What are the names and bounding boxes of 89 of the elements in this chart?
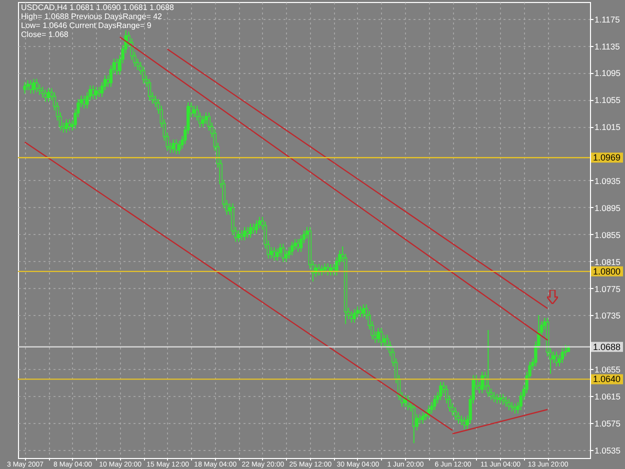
ref-line-label: 1.0800 (593, 266, 621, 276)
candlestick (362, 304, 366, 318)
candlestick (380, 328, 383, 347)
candlestick (201, 115, 205, 128)
y-tick-label: 1.0535 (594, 445, 621, 456)
candlestick (46, 88, 50, 102)
y-tick-label: 1.1095 (594, 68, 621, 78)
candlestick (192, 105, 196, 118)
candlestick (498, 394, 502, 404)
candlestick (97, 86, 101, 98)
candlestick (510, 402, 514, 412)
candlestick (412, 402, 416, 444)
candlestick (507, 398, 511, 411)
candlestick (492, 391, 496, 403)
annotation: Low= 1.0646 Current DaysRange= 9 (21, 21, 152, 30)
candlestick (418, 414, 422, 424)
candlestick (276, 248, 279, 262)
candlestick (501, 394, 505, 406)
candlestick (456, 412, 460, 424)
y-tick-label: 1.0935 (594, 176, 621, 186)
candlestick (352, 308, 356, 324)
candlestick (554, 351, 558, 367)
candlestick (290, 241, 294, 256)
y-tick-label: 1.1135 (594, 41, 620, 52)
candlestick (240, 230, 244, 241)
candlestick (172, 138, 175, 154)
y-tick-label: 1.1055 (594, 95, 621, 106)
candlestick (254, 220, 258, 234)
y-tick-label: 1.0855 (594, 230, 621, 240)
candlestick (376, 328, 380, 344)
candlestick (68, 118, 71, 132)
candlestick (513, 402, 516, 414)
candlestick (32, 78, 36, 94)
candlestick (358, 306, 362, 318)
y-tick-label: 1.0735 (594, 310, 621, 321)
candlestick (29, 80, 32, 94)
candlestick (284, 250, 288, 262)
candlestick (433, 394, 436, 411)
candlestick (439, 381, 442, 401)
y-tick-label: 1.1175 (594, 14, 620, 24)
y-tick-label: 1.1015 (594, 122, 621, 132)
candlestick (560, 348, 564, 364)
candlestick (552, 351, 556, 364)
candlestick (174, 138, 178, 155)
y-tick-label: 1.0775 (594, 284, 621, 294)
candlestick (299, 234, 303, 252)
candlestick (424, 410, 428, 421)
candlestick (44, 89, 48, 102)
candlestick (248, 223, 252, 238)
candlestick (296, 238, 300, 252)
candlestick (94, 86, 98, 100)
candlestick (242, 226, 246, 241)
y-tick-label: 1.0615 (594, 392, 621, 402)
candlestick (82, 95, 86, 109)
candlestick (460, 415, 464, 426)
candlestick (382, 334, 386, 347)
y-tick-label: 1.0815 (594, 256, 621, 267)
candlestick (427, 404, 430, 419)
annotation: High= 1.0688 Previous DaysRange= 42 (21, 12, 163, 21)
candlestick (278, 243, 282, 258)
ref-line-label: 1.0640 (593, 374, 621, 384)
candlestick (282, 243, 285, 262)
candlestick (323, 262, 326, 274)
candlestick (92, 85, 95, 100)
candlestick (237, 230, 240, 242)
y-tick-label: 1.0895 (594, 202, 621, 213)
candlestick (252, 223, 256, 234)
ref-line-label: 1.0969 (593, 152, 621, 163)
candlestick (421, 412, 424, 424)
y-tick-label: 1.0655 (594, 364, 621, 375)
candlestick (454, 406, 458, 421)
candlestick (462, 416, 466, 430)
candlestick (178, 140, 181, 155)
chart-title: USDCAD,H4 1.0681 1.0690 1.0681 1.0688 (21, 3, 175, 12)
y-tick-label: 1.0575 (594, 418, 621, 428)
annotation: Close= 1.068 (21, 30, 69, 39)
candlestick (486, 330, 490, 398)
candlestick (272, 246, 276, 262)
candlestick (204, 112, 208, 124)
candlestick (270, 246, 273, 260)
candlestick (350, 310, 354, 324)
candlestick (41, 86, 44, 98)
ref-line-label: 1.0688 (593, 342, 621, 352)
candlestick (495, 394, 499, 404)
candlestick (246, 226, 250, 238)
candlestick (35, 78, 38, 93)
candlestick (142, 66, 146, 84)
candlestick (148, 78, 152, 101)
candlestick (23, 82, 26, 94)
